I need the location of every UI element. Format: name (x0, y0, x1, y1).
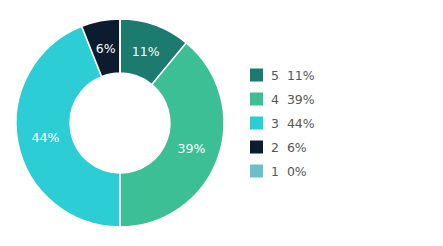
data-label: 11% (132, 44, 160, 59)
legend-label: 4 39% (271, 92, 315, 107)
legend-swatch (250, 117, 263, 130)
slice (82, 19, 120, 77)
legend-label: 3 44% (271, 116, 315, 131)
legend-swatch (250, 93, 263, 106)
legend-swatch (250, 69, 263, 82)
slice (120, 43, 224, 227)
data-label: 39% (178, 141, 206, 156)
legend-swatch (250, 165, 263, 178)
legend-label: 2 6% (271, 140, 307, 155)
data-label: 44% (32, 130, 60, 145)
legend-label: 5 11% (271, 68, 315, 83)
slices (16, 19, 224, 227)
legend-label: 1 0% (271, 164, 307, 179)
legend: 5 11% 4 39% 3 44% 2 6% 1 0% (250, 68, 315, 179)
chart: 11% 39% 44% 6% 5 11% 4 39% 3 44% 2 6% 1 0% (0, 0, 443, 246)
slice (119, 19, 121, 73)
data-label: 6% (96, 41, 116, 56)
legend-swatch (250, 141, 263, 154)
data-labels: 11% 39% 44% 6% (32, 41, 206, 156)
